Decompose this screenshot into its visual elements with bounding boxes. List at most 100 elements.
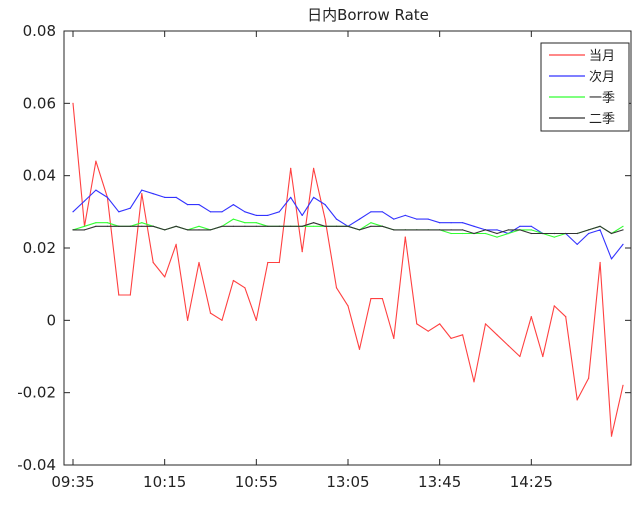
data-point-3-37: [496, 232, 498, 235]
data-point-0-14: [232, 279, 234, 282]
data-point-1-47: [610, 258, 613, 260]
data-point-0-20: [301, 251, 303, 253]
data-point-3-42: [553, 232, 555, 235]
data-point-1-16: [255, 214, 257, 216]
x-tick-label: 10:15: [143, 473, 186, 491]
data-point-3-6: [141, 225, 143, 227]
data-point-1-45: [588, 232, 590, 235]
data-point-0-23: [335, 287, 338, 289]
legend-label: 二季: [589, 112, 615, 127]
data-point-0-2: [95, 160, 97, 162]
x-tick-label: 13:45: [418, 473, 461, 491]
data-point-3-26: [370, 225, 372, 227]
data-point-3-34: [462, 229, 464, 231]
data-point-0-28: [393, 337, 395, 339]
data-point-0-10: [187, 319, 189, 321]
data-point-2-36: [484, 232, 487, 235]
data-point-2-21: [313, 225, 315, 227]
data-point-0-39: [519, 355, 521, 358]
data-point-1-7: [152, 193, 154, 195]
data-point-3-33: [450, 229, 452, 231]
data-point-3-18: [278, 225, 280, 227]
data-point-2-1: [83, 225, 86, 227]
data-point-3-14: [232, 225, 234, 227]
y-tick-label: -0.02: [17, 384, 56, 402]
data-point-0-42: [553, 305, 555, 307]
data-point-3-35: [473, 232, 475, 235]
data-point-1-31: [427, 218, 429, 220]
data-point-1-6: [141, 189, 143, 191]
data-point-3-21: [313, 222, 315, 224]
data-point-0-45: [588, 377, 590, 379]
data-point-2-15: [244, 222, 246, 224]
data-point-3-45: [588, 229, 590, 231]
x-tick-label: 13:05: [326, 473, 369, 491]
plot-background: [64, 31, 631, 465]
data-point-0-9: [175, 243, 177, 245]
data-point-3-8: [164, 229, 166, 231]
data-point-0-29: [404, 236, 406, 238]
data-point-3-32: [439, 229, 441, 231]
data-point-2-38: [507, 232, 509, 235]
data-point-1-15: [244, 211, 246, 213]
data-point-2-2: [95, 222, 97, 224]
data-point-2-40: [530, 229, 532, 231]
data-point-0-37: [496, 334, 498, 336]
data-point-0-17: [267, 261, 269, 264]
data-point-0-33: [450, 337, 452, 339]
data-point-3-41: [542, 232, 544, 235]
data-point-0-46: [599, 261, 601, 264]
data-point-1-33: [450, 222, 452, 224]
data-point-3-28: [393, 229, 395, 231]
data-point-0-24: [347, 305, 349, 307]
data-point-3-13: [221, 225, 223, 227]
data-point-0-4: [118, 294, 120, 296]
data-point-3-1: [83, 229, 86, 231]
data-point-1-17: [267, 214, 269, 216]
data-point-1-0: [72, 211, 74, 213]
data-point-2-33: [450, 232, 452, 235]
data-point-1-3: [106, 196, 108, 198]
data-point-0-19: [290, 167, 292, 169]
x-tick-label: 14:25: [510, 473, 553, 491]
data-point-3-5: [129, 225, 131, 227]
data-point-0-5: [129, 294, 131, 296]
data-point-0-8: [164, 276, 166, 278]
data-point-1-46: [599, 229, 601, 231]
legend-label: 次月: [589, 69, 615, 85]
data-point-1-37: [496, 229, 498, 231]
data-point-3-22: [324, 225, 326, 227]
data-point-3-39: [519, 229, 521, 231]
data-point-1-8: [164, 196, 166, 198]
data-point-2-14: [232, 218, 234, 220]
data-point-3-15: [244, 225, 246, 227]
data-point-0-47: [610, 435, 613, 437]
data-point-3-47: [610, 232, 613, 235]
data-point-1-23: [335, 218, 338, 220]
data-point-3-17: [267, 225, 269, 227]
data-point-0-40: [530, 316, 532, 318]
data-point-1-19: [290, 196, 292, 198]
data-point-0-13: [221, 319, 223, 321]
data-point-3-44: [576, 232, 578, 235]
data-point-2-3: [106, 222, 108, 224]
y-tick-label: 0.08: [23, 22, 56, 40]
data-point-0-0: [72, 102, 74, 104]
data-point-1-40: [530, 225, 532, 227]
data-point-2-11: [198, 225, 200, 227]
data-point-3-46: [599, 225, 601, 227]
data-point-3-20: [301, 225, 303, 227]
data-point-2-16: [255, 222, 257, 224]
data-point-1-9: [175, 196, 177, 198]
data-point-0-32: [439, 323, 441, 325]
data-point-3-48: [622, 229, 624, 231]
data-point-2-34: [462, 232, 464, 235]
legend-label: 一季: [589, 91, 615, 106]
data-point-1-25: [358, 218, 361, 220]
y-tick-label: 0.04: [23, 167, 56, 185]
data-point-1-28: [393, 218, 395, 220]
data-point-3-40: [530, 232, 532, 235]
y-tick-label: -0.04: [17, 456, 56, 474]
data-point-3-4: [118, 225, 120, 227]
